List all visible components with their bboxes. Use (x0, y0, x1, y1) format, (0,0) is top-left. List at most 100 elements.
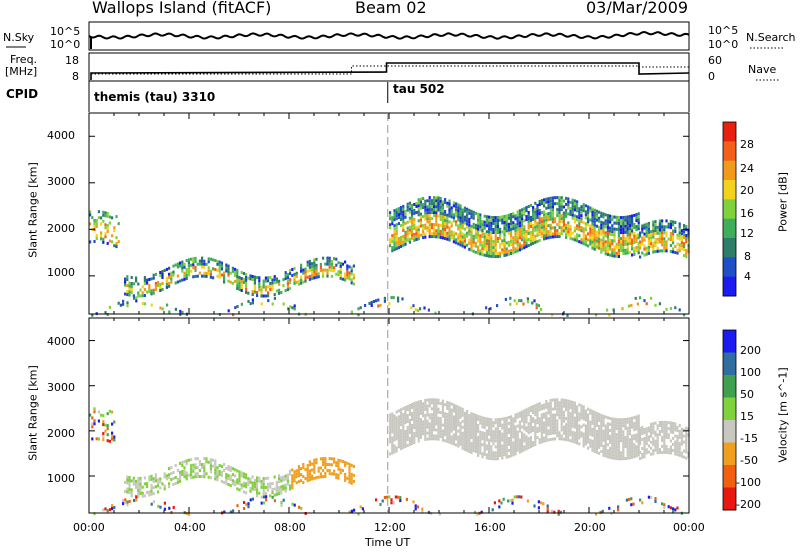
velocity-heatmap-cell (461, 443, 464, 447)
velocity-heatmap-cell (571, 421, 574, 425)
velocity-heatmap-cell (466, 430, 469, 434)
power-heatmap-cell (293, 275, 296, 279)
power-heatmap-cell (203, 271, 206, 275)
velocity-heatmap-cell (413, 441, 416, 445)
velocity-heatmap-cell (108, 439, 111, 443)
power-heatmap-cell (628, 304, 631, 308)
velocity-heatmap-cell (672, 421, 675, 425)
velocity-heatmap-cell (609, 416, 612, 420)
power-heatmap-cell (647, 227, 650, 231)
power-heatmap-cell (554, 235, 557, 239)
velocity-heatmap-cell (554, 413, 557, 417)
power-heatmap-cell (674, 230, 677, 233)
velocity-heatmap-cell (411, 403, 414, 406)
velocity-heatmap-cell (554, 416, 557, 420)
velocity-heatmap-cell (615, 448, 618, 452)
power-heatmap-cell (536, 206, 539, 210)
velocity-heatmap-cell (203, 469, 206, 473)
power-heatmap-cell (609, 220, 612, 224)
power-heatmap-cell (547, 200, 550, 204)
power-heatmap-cell (457, 233, 460, 237)
velocity-heatmap-cell (111, 507, 114, 511)
power-heatmap-cell (543, 231, 546, 235)
velocity-heatmap-cell (441, 432, 444, 436)
velocity-heatmap-cell (424, 437, 427, 441)
velocity-heatmap-cell (525, 447, 528, 451)
power-heatmap-cell (424, 214, 427, 218)
velocity-heatmap-cell (459, 439, 462, 443)
power-heatmap-cell (545, 230, 548, 234)
power-heatmap-cell (534, 240, 537, 244)
velocity-heatmap-cell (315, 476, 318, 480)
velocity-heatmap-cell (611, 438, 614, 442)
velocity-heatmap-cell (663, 450, 666, 454)
power-heatmap-cell (549, 196, 552, 200)
velocity-heatmap-cell (269, 494, 272, 498)
power-heatmap-cell (661, 249, 664, 253)
power-heatmap-cell (661, 219, 664, 223)
power-heatmap-cell (402, 237, 405, 241)
velocity-heatmap-cell (400, 441, 403, 445)
velocity-heatmap-cell (289, 469, 292, 473)
velocity-heatmap-cell (516, 445, 519, 449)
power-heatmap-cell (562, 211, 565, 215)
velocity-heatmap-cell (128, 491, 131, 494)
velocity-heatmap-cell (584, 424, 587, 428)
velocity-heatmap-cell (152, 486, 155, 490)
power-heatmap-cell (435, 214, 438, 218)
power-heatmap-cell (264, 279, 267, 283)
power-heatmap-cell (545, 221, 548, 225)
velocity-heatmap-cell (293, 479, 296, 483)
velocity-heatmap-cell (317, 475, 320, 479)
power-heatmap-cell (602, 215, 605, 219)
power-heatmap-cell (350, 281, 353, 285)
velocity-heatmap-cell (111, 431, 114, 435)
velocity-heatmap-cell (667, 436, 670, 440)
velocity-heatmap-cell (505, 455, 508, 459)
power-heatmap-cell (289, 272, 292, 276)
velocity-heatmap-cell (258, 479, 261, 483)
velocity-heatmap-cell (441, 423, 444, 427)
velocity-heatmap-cell (633, 437, 636, 441)
velocity-heatmap-cell (624, 436, 627, 439)
power-heatmap-cell (468, 223, 471, 227)
velocity-heatmap-cell (426, 407, 429, 411)
power-heatmap-cell (278, 291, 281, 295)
power-heatmap-cell (271, 287, 274, 291)
velocity-heatmap-cell (388, 495, 391, 499)
power-heatmap-cell (422, 236, 425, 240)
power-heatmap-cell (652, 229, 655, 233)
velocity-heatmap-cell (322, 457, 325, 461)
power-heatmap-cell (359, 306, 362, 310)
velocity-heatmap-cell (424, 413, 427, 417)
velocity-heatmap-cell (137, 477, 140, 480)
velocity-heatmap-cell (503, 441, 506, 445)
velocity-heatmap-cell (565, 417, 568, 421)
power-heatmap-cell (315, 269, 318, 273)
power-heatmap-cell (220, 273, 223, 277)
velocity-heatmap-cell (538, 423, 541, 427)
power-heatmap-cell (146, 281, 149, 285)
velocity-heatmap-cell (428, 425, 431, 429)
velocity-heatmap-cell (483, 437, 486, 441)
power-heatmap-cell (518, 230, 521, 234)
power-heatmap-cell (516, 231, 519, 235)
velocity-heatmap-cell (185, 477, 188, 481)
velocity-heatmap-cell (587, 425, 590, 429)
power-heatmap-cell (654, 244, 657, 248)
velocity-heatmap-cell (278, 492, 281, 496)
velocity-heatmap-cell (444, 433, 447, 437)
power-heatmap-cell (152, 291, 155, 295)
velocity-heatmap-cell (611, 429, 614, 433)
velocity-heatmap-cell (665, 450, 668, 454)
power-heatmap-cell (419, 307, 422, 311)
velocity-heatmap-cell (439, 402, 442, 406)
power-heatmap-cell (485, 215, 488, 219)
velocity-heatmap-cell (663, 438, 666, 442)
velocity-heatmap-cell (479, 433, 482, 437)
velocity-heatmap-cell (400, 414, 403, 418)
velocity-heatmap-cell (543, 427, 546, 431)
power-heatmap-cell (562, 217, 565, 221)
power-heatmap-cell (441, 200, 444, 204)
velocity-heatmap-cell (450, 417, 453, 421)
